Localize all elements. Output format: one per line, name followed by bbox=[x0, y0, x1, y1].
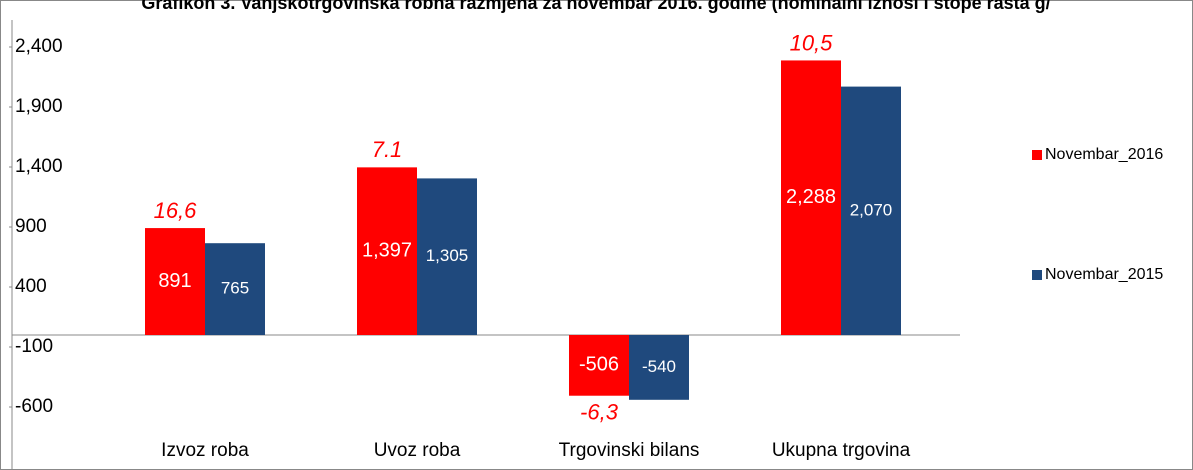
growth-label: -6,3 bbox=[580, 400, 619, 425]
x-tick-label: Izvoz roba bbox=[161, 440, 249, 461]
value-label: 765 bbox=[221, 279, 249, 298]
value-label: 2,288 bbox=[786, 186, 836, 208]
value-label: 891 bbox=[158, 270, 191, 292]
bar bbox=[629, 335, 689, 400]
bar bbox=[841, 86, 901, 335]
y-tick-label: 400 bbox=[15, 276, 47, 297]
value-label: -506 bbox=[579, 354, 619, 376]
growth-label: 10,5 bbox=[790, 30, 834, 55]
chart-title: Grafikon 3. Vanjskotrgovinska robna razm… bbox=[141, 0, 1050, 13]
x-tick-label: Uvoz roba bbox=[374, 440, 461, 461]
growth-label: 16,6 bbox=[154, 198, 198, 223]
y-tick-label: -600 bbox=[15, 396, 53, 417]
y-tick-label: 2,400 bbox=[15, 36, 63, 57]
bar bbox=[417, 178, 477, 335]
bar bbox=[569, 335, 629, 396]
legend-swatch bbox=[1032, 270, 1042, 280]
legend-label: Novembar_2015 bbox=[1045, 266, 1163, 283]
value-label: -540 bbox=[642, 357, 676, 376]
growth-label: 7.1 bbox=[372, 137, 403, 162]
value-label: 2,070 bbox=[850, 200, 893, 219]
value-label: 1,397 bbox=[362, 239, 412, 261]
y-tick-label: 1,400 bbox=[15, 156, 63, 177]
y-tick-label: 900 bbox=[15, 216, 47, 237]
bar bbox=[145, 228, 205, 335]
x-tick-label: Trgovinski bilans bbox=[559, 440, 700, 461]
y-tick-label: 1,900 bbox=[15, 96, 63, 117]
bar bbox=[205, 243, 265, 335]
value-label: 1,305 bbox=[426, 246, 469, 265]
bar bbox=[357, 167, 417, 335]
y-tick-label: -100 bbox=[15, 336, 53, 357]
legend-label: Novembar_2016 bbox=[1045, 146, 1163, 163]
bar bbox=[781, 60, 841, 335]
x-tick-label: Ukupna trgovina bbox=[772, 440, 911, 461]
legend-swatch bbox=[1032, 150, 1042, 160]
